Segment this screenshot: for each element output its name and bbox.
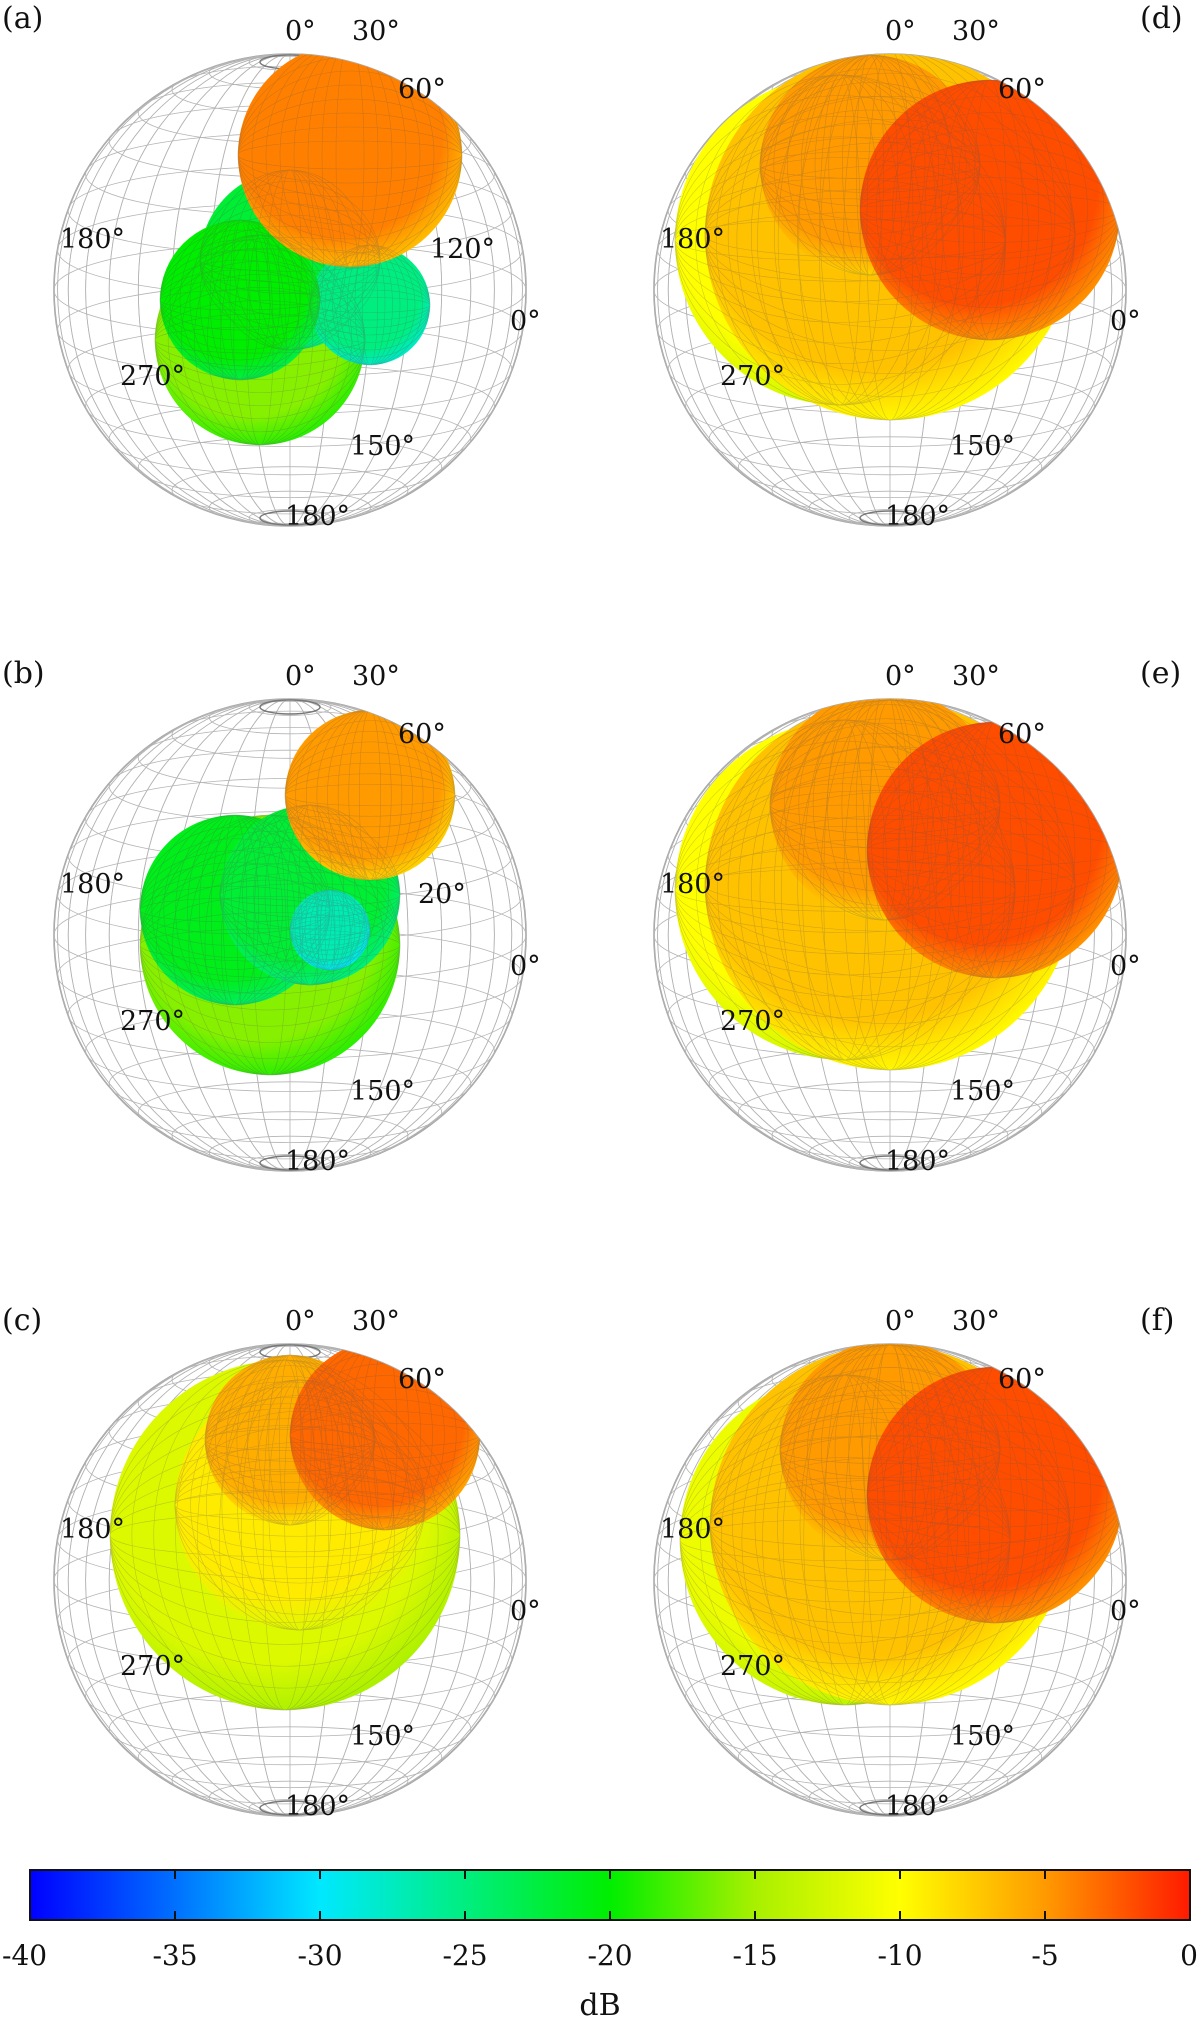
colorbar-tick-label: -20 [587,1939,632,1972]
angle-label: 0° [885,16,916,47]
pattern-panel-c: (c) 0° 30° 60° 180° 0° 270° 150° 180° [2,1303,541,1822]
panel-label: (e) [1140,656,1181,691]
angle-label: 30° [352,661,400,692]
pattern-lobe [867,1367,1123,1623]
angle-label: 180° [60,1514,125,1545]
colorbar-tick-label: -5 [1031,1939,1058,1972]
angle-label: 180° [660,224,725,255]
pattern-lobe [310,245,430,365]
angle-label: 150° [950,1076,1015,1107]
angle-label: 180° [60,869,125,900]
colorbar-tick-label: -35 [152,1939,197,1972]
angle-label: 270° [720,361,785,392]
angle-label: 180° [60,224,125,255]
panel-label: (b) [2,656,45,691]
surface-mesh [109,1344,481,1711]
angle-label: 0° [1110,306,1141,337]
pattern-lobe [860,80,1120,340]
angle-label: 270° [120,1006,185,1037]
pattern-panel-d: (d) 0° 30° 60° 180° 0° 270° 150° 180° [653,1,1183,532]
surface-mesh [154,54,463,446]
angle-label: 180° [285,501,350,532]
panel-label: (c) [2,1303,42,1338]
angle-label: 60° [398,719,446,750]
angle-label: 150° [950,1721,1015,1752]
angle-label: 60° [398,74,446,105]
angle-label: 60° [998,74,1046,105]
pattern-lobe [867,722,1123,978]
radiation-pattern-surface [675,699,1123,1070]
colorbar: -40 -35 -30 -25 -20 -15 -10 -5 0 dB [2,1869,1198,2023]
pattern-lobe [238,54,462,267]
colorbar-tick-label: -10 [877,1939,922,1972]
angle-label: 60° [998,719,1046,750]
pattern-panel-e: (e) 0° 30° 60° 180° 0° 270° 150° 180° [653,656,1181,1177]
angle-label: 0° [885,1306,916,1337]
pattern-panel-a: (a) 0° 30° 60° 180° 120° 0° 270° 150° 180° [2,1,541,532]
colorbar-tick-label: 0 [1180,1939,1198,1972]
angle-label: 0° [285,661,316,692]
angle-label: 60° [398,1364,446,1395]
angle-label: 180° [285,1146,350,1177]
angle-label: 150° [350,1076,415,1107]
pattern-lobe [290,890,370,970]
angle-label: 0° [1110,1596,1141,1627]
panel-label: (a) [2,1,43,36]
angle-label: 270° [720,1006,785,1037]
angle-label: 180° [885,1146,950,1177]
radiation-pattern-surface [140,710,455,1075]
angle-label: 20° [418,879,466,910]
angle-label: 180° [285,1791,350,1822]
radiation-pattern-surface [110,1344,480,1710]
pattern-lobe [160,220,320,380]
angle-label: 30° [952,16,1000,47]
angle-label: 0° [510,1596,541,1627]
surface-mesh [674,699,1124,1071]
surface-mesh [679,1344,1124,1706]
angle-label: 30° [352,1306,400,1337]
angle-label: 0° [285,1306,316,1337]
colorbar-tick-label: -15 [732,1939,777,1972]
panel-label: (d) [1140,1,1183,36]
pattern-panel-f: (f) 0° 30° 60° 180° 0° 270° 150° 180° [653,1303,1175,1822]
angle-label: 180° [885,1791,950,1822]
angle-label: 0° [1110,951,1141,982]
surface-mesh [139,709,456,1076]
angle-label: 150° [350,1721,415,1752]
pattern-panel-b: (b) 0° 30° 60° 180° 20° 0° 270° 150° 180° [2,656,541,1177]
angle-label: 270° [120,361,185,392]
angle-label: 30° [952,661,1000,692]
angle-label: 0° [885,661,916,692]
angle-label: 0° [510,951,541,982]
angle-label: 120° [430,234,495,265]
radiation-pattern-surface [675,54,1120,420]
angle-label: 0° [510,306,541,337]
colorbar-unit-label: dB [579,1988,620,2023]
colorbar-tick-label: -40 [2,1939,47,1972]
panel-label: (f) [1140,1303,1175,1338]
angle-label: 30° [952,1306,1000,1337]
angle-label: 270° [120,1651,185,1682]
angle-label: 150° [350,431,415,462]
angle-label: 270° [720,1651,785,1682]
pattern-lobe [285,710,455,880]
angle-label: 30° [352,16,400,47]
angle-label: 150° [950,431,1015,462]
radiation-pattern-surface [680,1344,1123,1705]
colorbar-tick-label: -30 [297,1939,342,1972]
angle-label: 60° [998,1364,1046,1395]
angle-label: 0° [285,16,316,47]
angle-label: 180° [885,501,950,532]
angle-label: 180° [660,869,725,900]
radiation-pattern-surface [155,54,462,445]
colorbar-tick-label: -25 [442,1939,487,1972]
angle-label: 180° [660,1514,725,1545]
